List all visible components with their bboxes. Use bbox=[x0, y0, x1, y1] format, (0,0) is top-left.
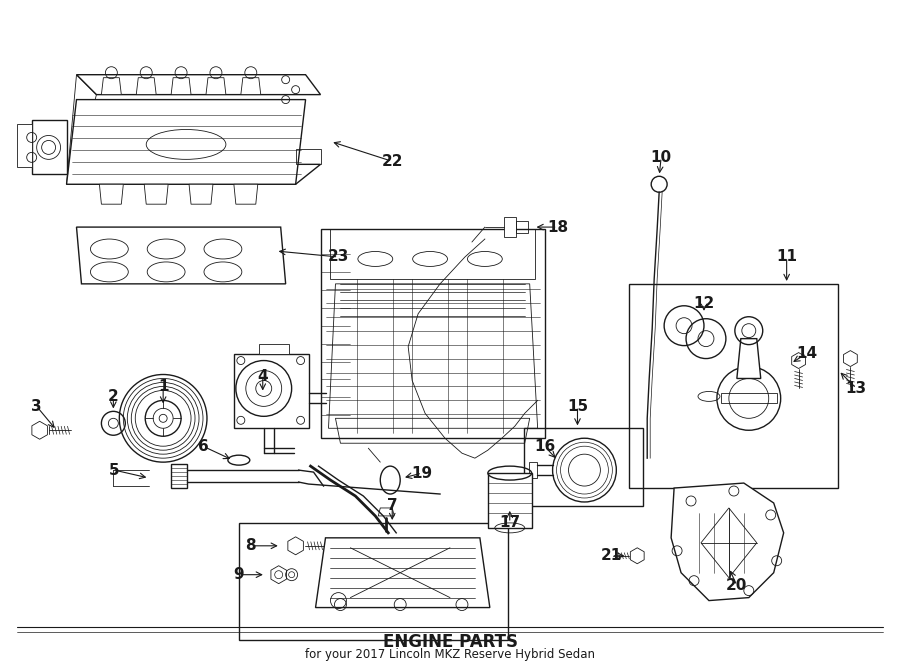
Bar bbox=[629, 284, 839, 488]
Bar bbox=[524, 428, 644, 506]
Polygon shape bbox=[259, 344, 289, 354]
Text: 7: 7 bbox=[387, 498, 398, 514]
Text: 15: 15 bbox=[567, 399, 588, 414]
Text: 22: 22 bbox=[382, 154, 403, 169]
Polygon shape bbox=[671, 483, 784, 600]
Polygon shape bbox=[99, 184, 123, 204]
Text: 2: 2 bbox=[108, 389, 119, 404]
Text: 1: 1 bbox=[158, 379, 168, 394]
Text: 21: 21 bbox=[600, 548, 622, 563]
Polygon shape bbox=[320, 229, 544, 438]
Polygon shape bbox=[630, 547, 644, 564]
Polygon shape bbox=[241, 77, 261, 95]
Polygon shape bbox=[189, 184, 213, 204]
Polygon shape bbox=[67, 99, 306, 184]
Text: 18: 18 bbox=[547, 220, 568, 234]
Polygon shape bbox=[102, 77, 122, 95]
Text: 10: 10 bbox=[651, 150, 671, 165]
Polygon shape bbox=[76, 227, 285, 284]
Text: 14: 14 bbox=[796, 346, 817, 361]
Polygon shape bbox=[271, 566, 286, 584]
Polygon shape bbox=[32, 421, 48, 439]
Text: 5: 5 bbox=[109, 463, 120, 477]
Text: 9: 9 bbox=[233, 567, 244, 582]
Text: 16: 16 bbox=[534, 439, 555, 453]
Text: 6: 6 bbox=[198, 439, 209, 453]
Text: 12: 12 bbox=[693, 297, 715, 311]
Polygon shape bbox=[171, 77, 191, 95]
Polygon shape bbox=[528, 462, 536, 478]
Text: 17: 17 bbox=[500, 516, 520, 530]
Text: 11: 11 bbox=[776, 250, 797, 264]
Polygon shape bbox=[76, 75, 320, 95]
Text: ENGINE PARTS: ENGINE PARTS bbox=[382, 634, 518, 651]
Polygon shape bbox=[234, 354, 309, 428]
Polygon shape bbox=[378, 508, 394, 516]
Polygon shape bbox=[504, 217, 516, 237]
Polygon shape bbox=[792, 353, 806, 369]
Text: 19: 19 bbox=[411, 465, 433, 481]
Polygon shape bbox=[144, 184, 168, 204]
Polygon shape bbox=[843, 351, 858, 367]
Polygon shape bbox=[234, 184, 257, 204]
Text: for your 2017 Lincoln MKZ Reserve Hybrid Sedan: for your 2017 Lincoln MKZ Reserve Hybrid… bbox=[305, 648, 595, 661]
Polygon shape bbox=[136, 77, 157, 95]
Text: 8: 8 bbox=[246, 538, 256, 553]
Polygon shape bbox=[288, 537, 303, 555]
Polygon shape bbox=[17, 124, 32, 167]
Polygon shape bbox=[67, 164, 320, 184]
Polygon shape bbox=[32, 120, 67, 174]
Polygon shape bbox=[171, 464, 187, 488]
Polygon shape bbox=[737, 339, 760, 379]
Bar bbox=[238, 523, 508, 640]
Polygon shape bbox=[206, 77, 226, 95]
Text: 23: 23 bbox=[328, 250, 349, 264]
Text: 20: 20 bbox=[726, 578, 748, 593]
Polygon shape bbox=[316, 538, 490, 608]
Text: 13: 13 bbox=[846, 381, 867, 396]
Bar bbox=[488, 473, 532, 528]
Text: 4: 4 bbox=[257, 369, 268, 384]
Text: 3: 3 bbox=[32, 399, 42, 414]
